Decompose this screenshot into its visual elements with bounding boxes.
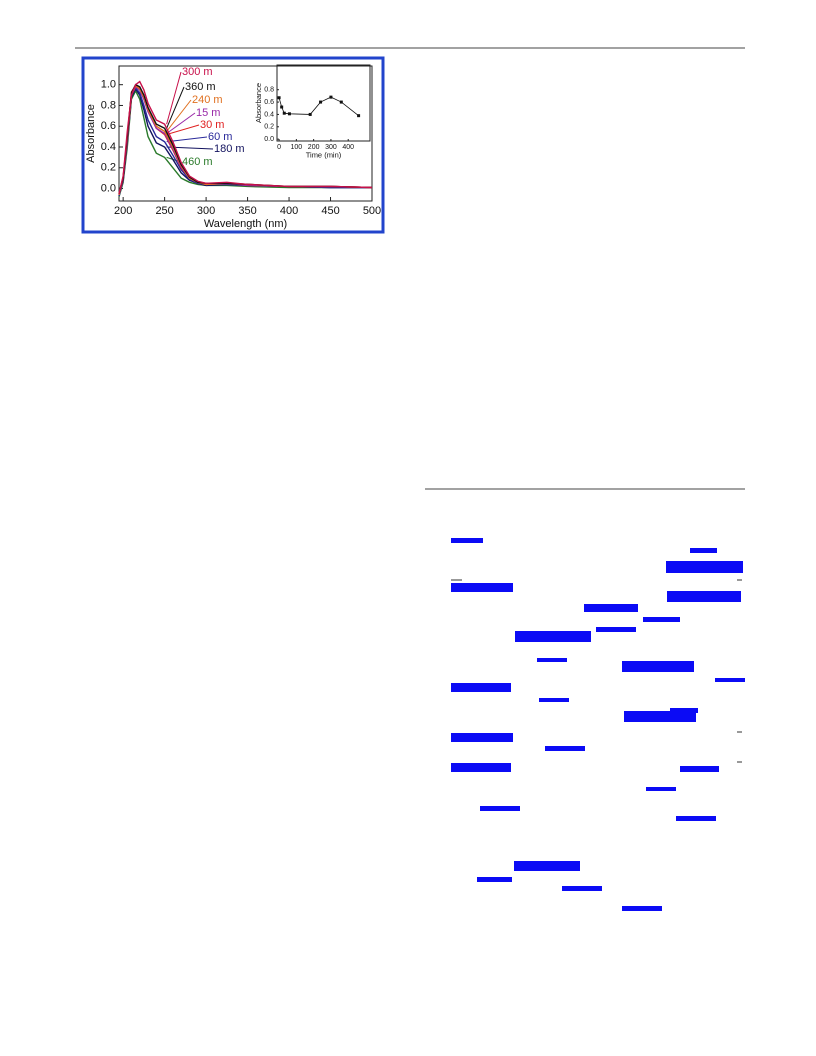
redaction-box	[451, 733, 513, 742]
y-tick-label: 0.4	[101, 141, 116, 153]
data-point	[319, 100, 323, 104]
redaction-box	[539, 698, 569, 702]
redaction-box	[537, 658, 567, 662]
x-tick-label: 450	[321, 205, 339, 217]
x-tick-label: 200	[308, 144, 320, 151]
redaction-box	[622, 906, 662, 911]
redaction-box	[451, 583, 513, 592]
x-axis-label: Wavelength (nm)	[204, 218, 287, 230]
data-point	[280, 105, 284, 109]
y-tick-label: 0.0	[101, 182, 116, 194]
redaction-box	[480, 806, 520, 811]
x-tick-label: 250	[155, 205, 173, 217]
redaction-box	[622, 661, 694, 672]
leader-line	[166, 99, 192, 132]
redaction-box	[477, 877, 512, 882]
y-tick-label: 1.0	[101, 79, 116, 91]
x-axis-label: Time (min)	[306, 151, 342, 160]
data-point	[308, 112, 312, 116]
leader-line	[166, 71, 182, 125]
x-tick-label: 300	[197, 205, 215, 217]
redaction-box	[562, 886, 602, 891]
series-line	[118, 89, 372, 198]
y-tick-label: 0.2	[101, 162, 116, 174]
redaction-box	[584, 604, 638, 612]
y-tick-label: 0.4	[264, 111, 274, 118]
redaction-box	[643, 617, 680, 622]
x-tick-label: 400	[342, 144, 354, 151]
x-tick-label: 200	[114, 205, 132, 217]
redaction-box	[667, 591, 741, 602]
y-axis-label: Absorbance	[254, 83, 263, 123]
plot-frame	[118, 65, 373, 202]
redaction-box	[715, 678, 745, 682]
y-tick-label: 0.6	[264, 99, 274, 106]
legend-label: 360 m	[185, 81, 216, 93]
y-tick-label: 0.8	[101, 99, 116, 111]
redaction-box	[680, 766, 719, 772]
redaction-box	[451, 683, 511, 692]
redaction-box	[624, 711, 696, 722]
legend-label: 460 m	[182, 156, 213, 168]
legend-label: 180 m	[214, 143, 245, 155]
legend-label: 240 m	[192, 94, 223, 106]
legend-label: 15 m	[196, 107, 220, 119]
data-point	[277, 96, 281, 100]
x-tick-label: 400	[280, 205, 298, 217]
x-tick-label: 300	[325, 144, 337, 151]
redaction-box	[690, 548, 717, 553]
y-tick-label: 0.6	[101, 120, 116, 132]
leader-line	[166, 136, 208, 143]
x-tick-label: 500	[363, 205, 381, 217]
x-tick-label: 100	[291, 144, 303, 151]
legend-label: 30 m	[200, 119, 224, 131]
legend-label: 60 m	[208, 131, 232, 143]
data-point	[329, 95, 333, 99]
y-axis-label: Absorbance	[85, 104, 97, 163]
y-tick-label: 0.2	[264, 124, 274, 131]
data-point	[339, 100, 343, 104]
figure-frame	[81, 56, 385, 234]
redaction-box	[514, 861, 580, 871]
redaction-box	[676, 816, 716, 821]
data-point	[357, 114, 361, 118]
y-tick-label: 0.0	[264, 136, 274, 143]
redaction-box	[666, 561, 743, 573]
series-line	[118, 80, 373, 194]
redaction-box	[451, 538, 483, 543]
redaction-box	[545, 746, 585, 751]
data-point	[287, 112, 291, 116]
y-tick-label: 0.8	[264, 87, 274, 94]
redaction-box	[451, 763, 511, 772]
leader-line	[166, 112, 196, 134]
legend-label: 300 m	[182, 66, 213, 78]
redaction-box	[515, 631, 591, 642]
redactions	[451, 538, 745, 911]
leader-line	[166, 124, 200, 136]
plot-frame	[276, 64, 371, 142]
redaction-box	[596, 627, 636, 632]
x-tick-label: 350	[238, 205, 256, 217]
data-point	[282, 111, 286, 115]
redaction-box	[646, 787, 676, 791]
x-tick-label: 0	[277, 144, 281, 151]
redaction-box	[670, 708, 698, 713]
leader-line	[166, 86, 185, 129]
